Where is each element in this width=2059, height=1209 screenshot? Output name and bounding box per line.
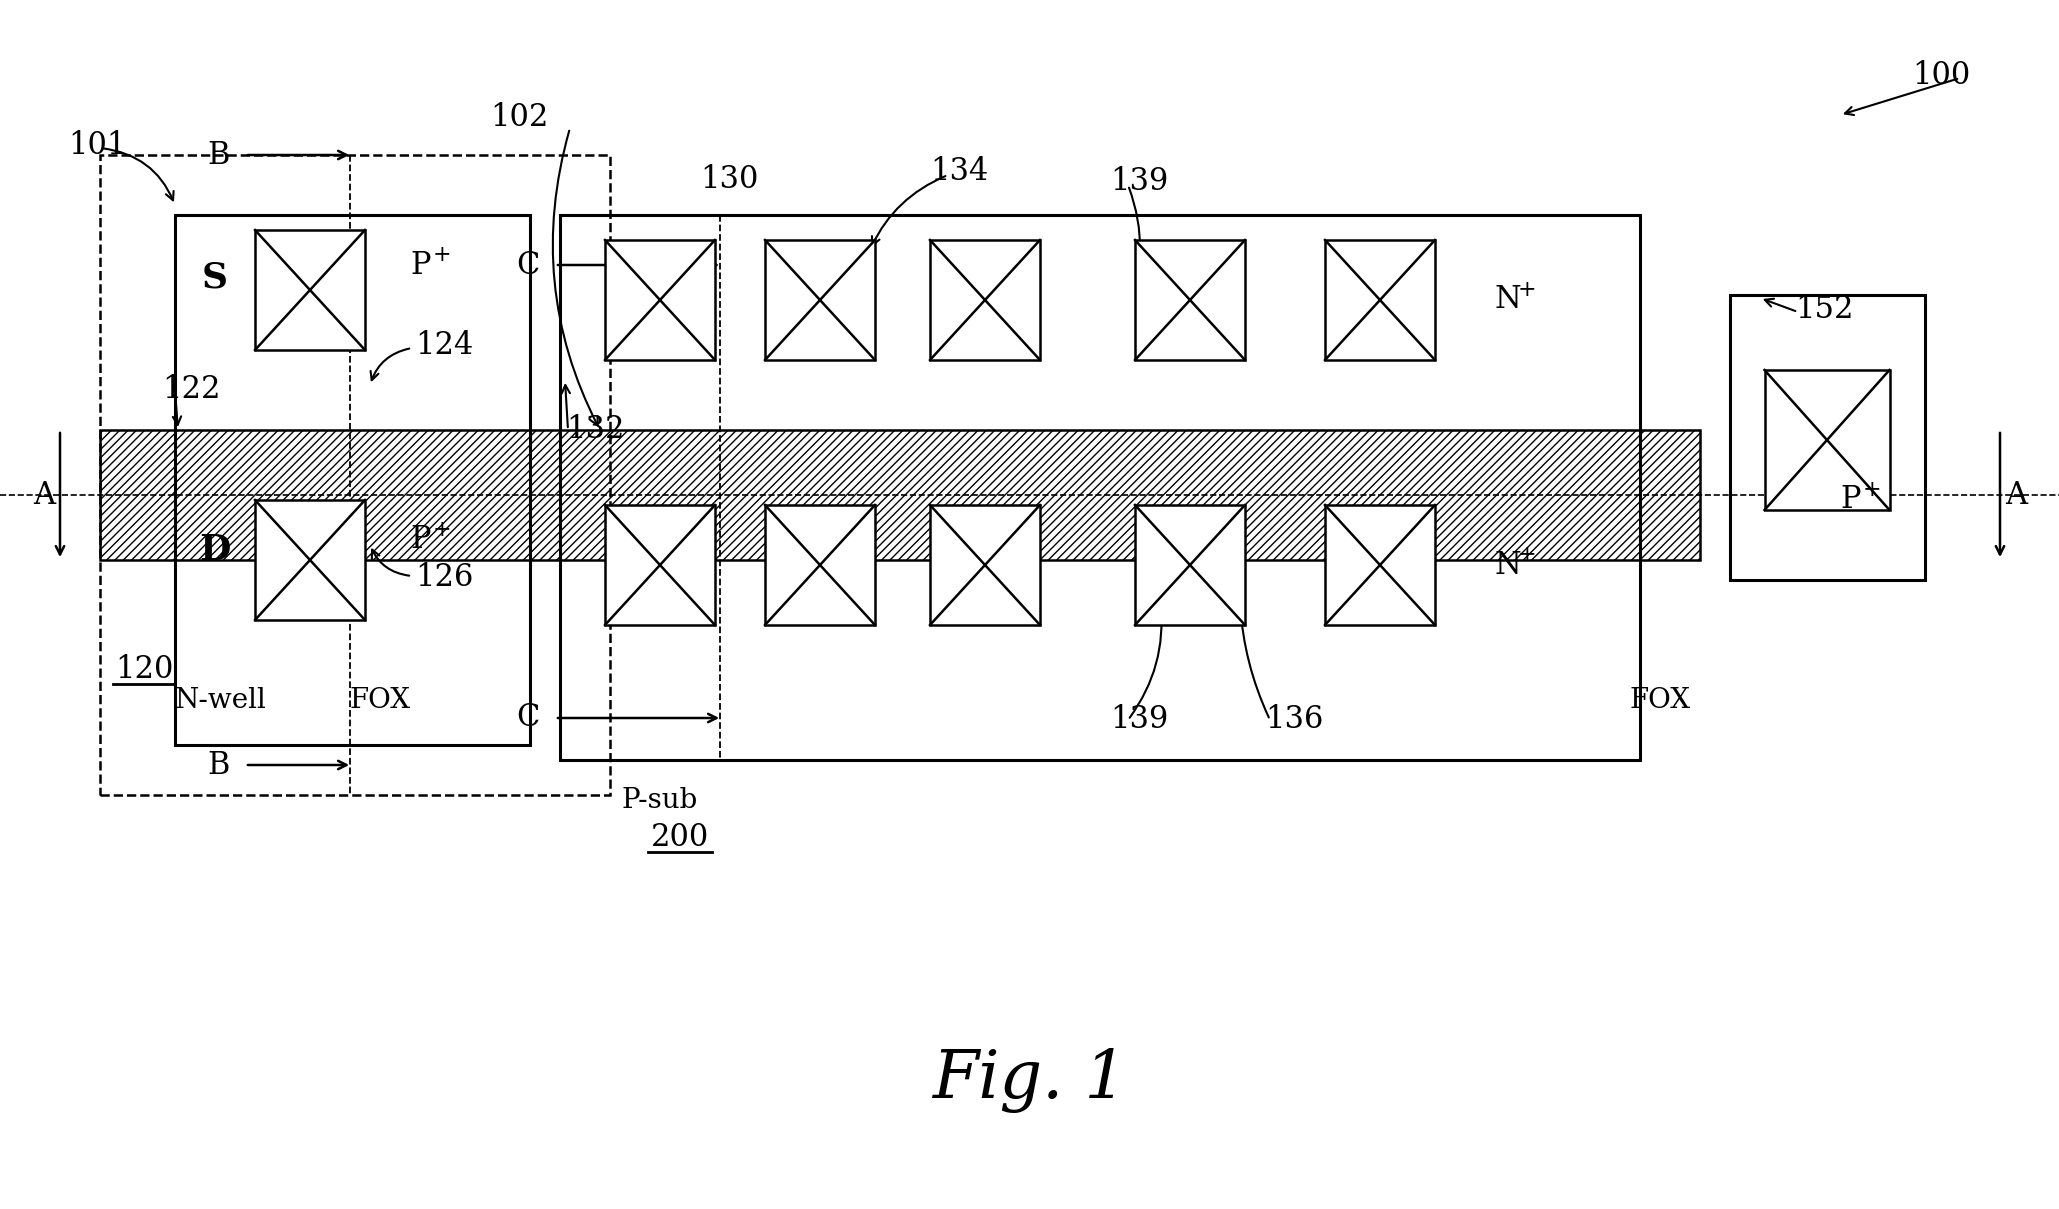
Text: B: B [208, 750, 231, 781]
Bar [101, 155, 609, 796]
Text: 132: 132 [566, 415, 624, 445]
Bar [175, 215, 529, 745]
Text: FOX: FOX [1629, 687, 1690, 713]
Text: 139: 139 [1110, 167, 1167, 197]
Text: Fig. 1: Fig. 1 [933, 1047, 1126, 1112]
Bar [1135, 505, 1246, 625]
Text: 134: 134 [931, 156, 988, 187]
Text: P: P [410, 249, 430, 280]
Text: N: N [1495, 284, 1522, 316]
Text: 130: 130 [700, 164, 758, 196]
Text: 136: 136 [1264, 705, 1324, 735]
Bar [931, 241, 1040, 360]
Text: 124: 124 [416, 330, 474, 360]
Text: 139: 139 [1110, 705, 1167, 735]
Text: A: A [33, 480, 56, 510]
Bar [101, 430, 1701, 560]
Bar [255, 230, 364, 349]
Bar [255, 501, 364, 620]
Text: 102: 102 [490, 103, 548, 133]
Bar [1765, 370, 1890, 510]
Text: +: + [1517, 279, 1536, 301]
Text: 122: 122 [163, 375, 220, 405]
Bar [560, 215, 1641, 760]
Text: 152: 152 [1795, 295, 1853, 325]
Text: 100: 100 [1911, 59, 1970, 91]
Text: +: + [1517, 544, 1536, 566]
Text: +: + [432, 519, 451, 540]
Bar [101, 430, 1701, 560]
Text: A: A [2005, 480, 2028, 510]
Text: C: C [517, 249, 539, 280]
Text: N-well: N-well [175, 687, 268, 713]
Bar [766, 505, 875, 625]
Text: +: + [432, 244, 451, 266]
Text: 120: 120 [115, 654, 173, 686]
Bar [1730, 295, 1925, 580]
Text: 200: 200 [651, 822, 708, 854]
Text: P: P [410, 525, 430, 555]
Bar [1326, 505, 1435, 625]
Text: 126: 126 [416, 562, 474, 594]
Text: B: B [208, 139, 231, 170]
Text: FOX: FOX [350, 687, 410, 713]
Text: D: D [200, 533, 231, 567]
Text: P-sub: P-sub [622, 787, 698, 814]
Text: +: + [1863, 479, 1882, 501]
Bar [605, 505, 714, 625]
Bar [766, 241, 875, 360]
Text: 101: 101 [68, 129, 126, 161]
Bar [1326, 241, 1435, 360]
Text: P: P [1841, 485, 1861, 515]
Text: C: C [517, 702, 539, 734]
Bar [931, 505, 1040, 625]
Bar [1135, 241, 1246, 360]
Text: N: N [1495, 550, 1522, 580]
Text: S: S [202, 261, 229, 295]
Bar [605, 241, 714, 360]
